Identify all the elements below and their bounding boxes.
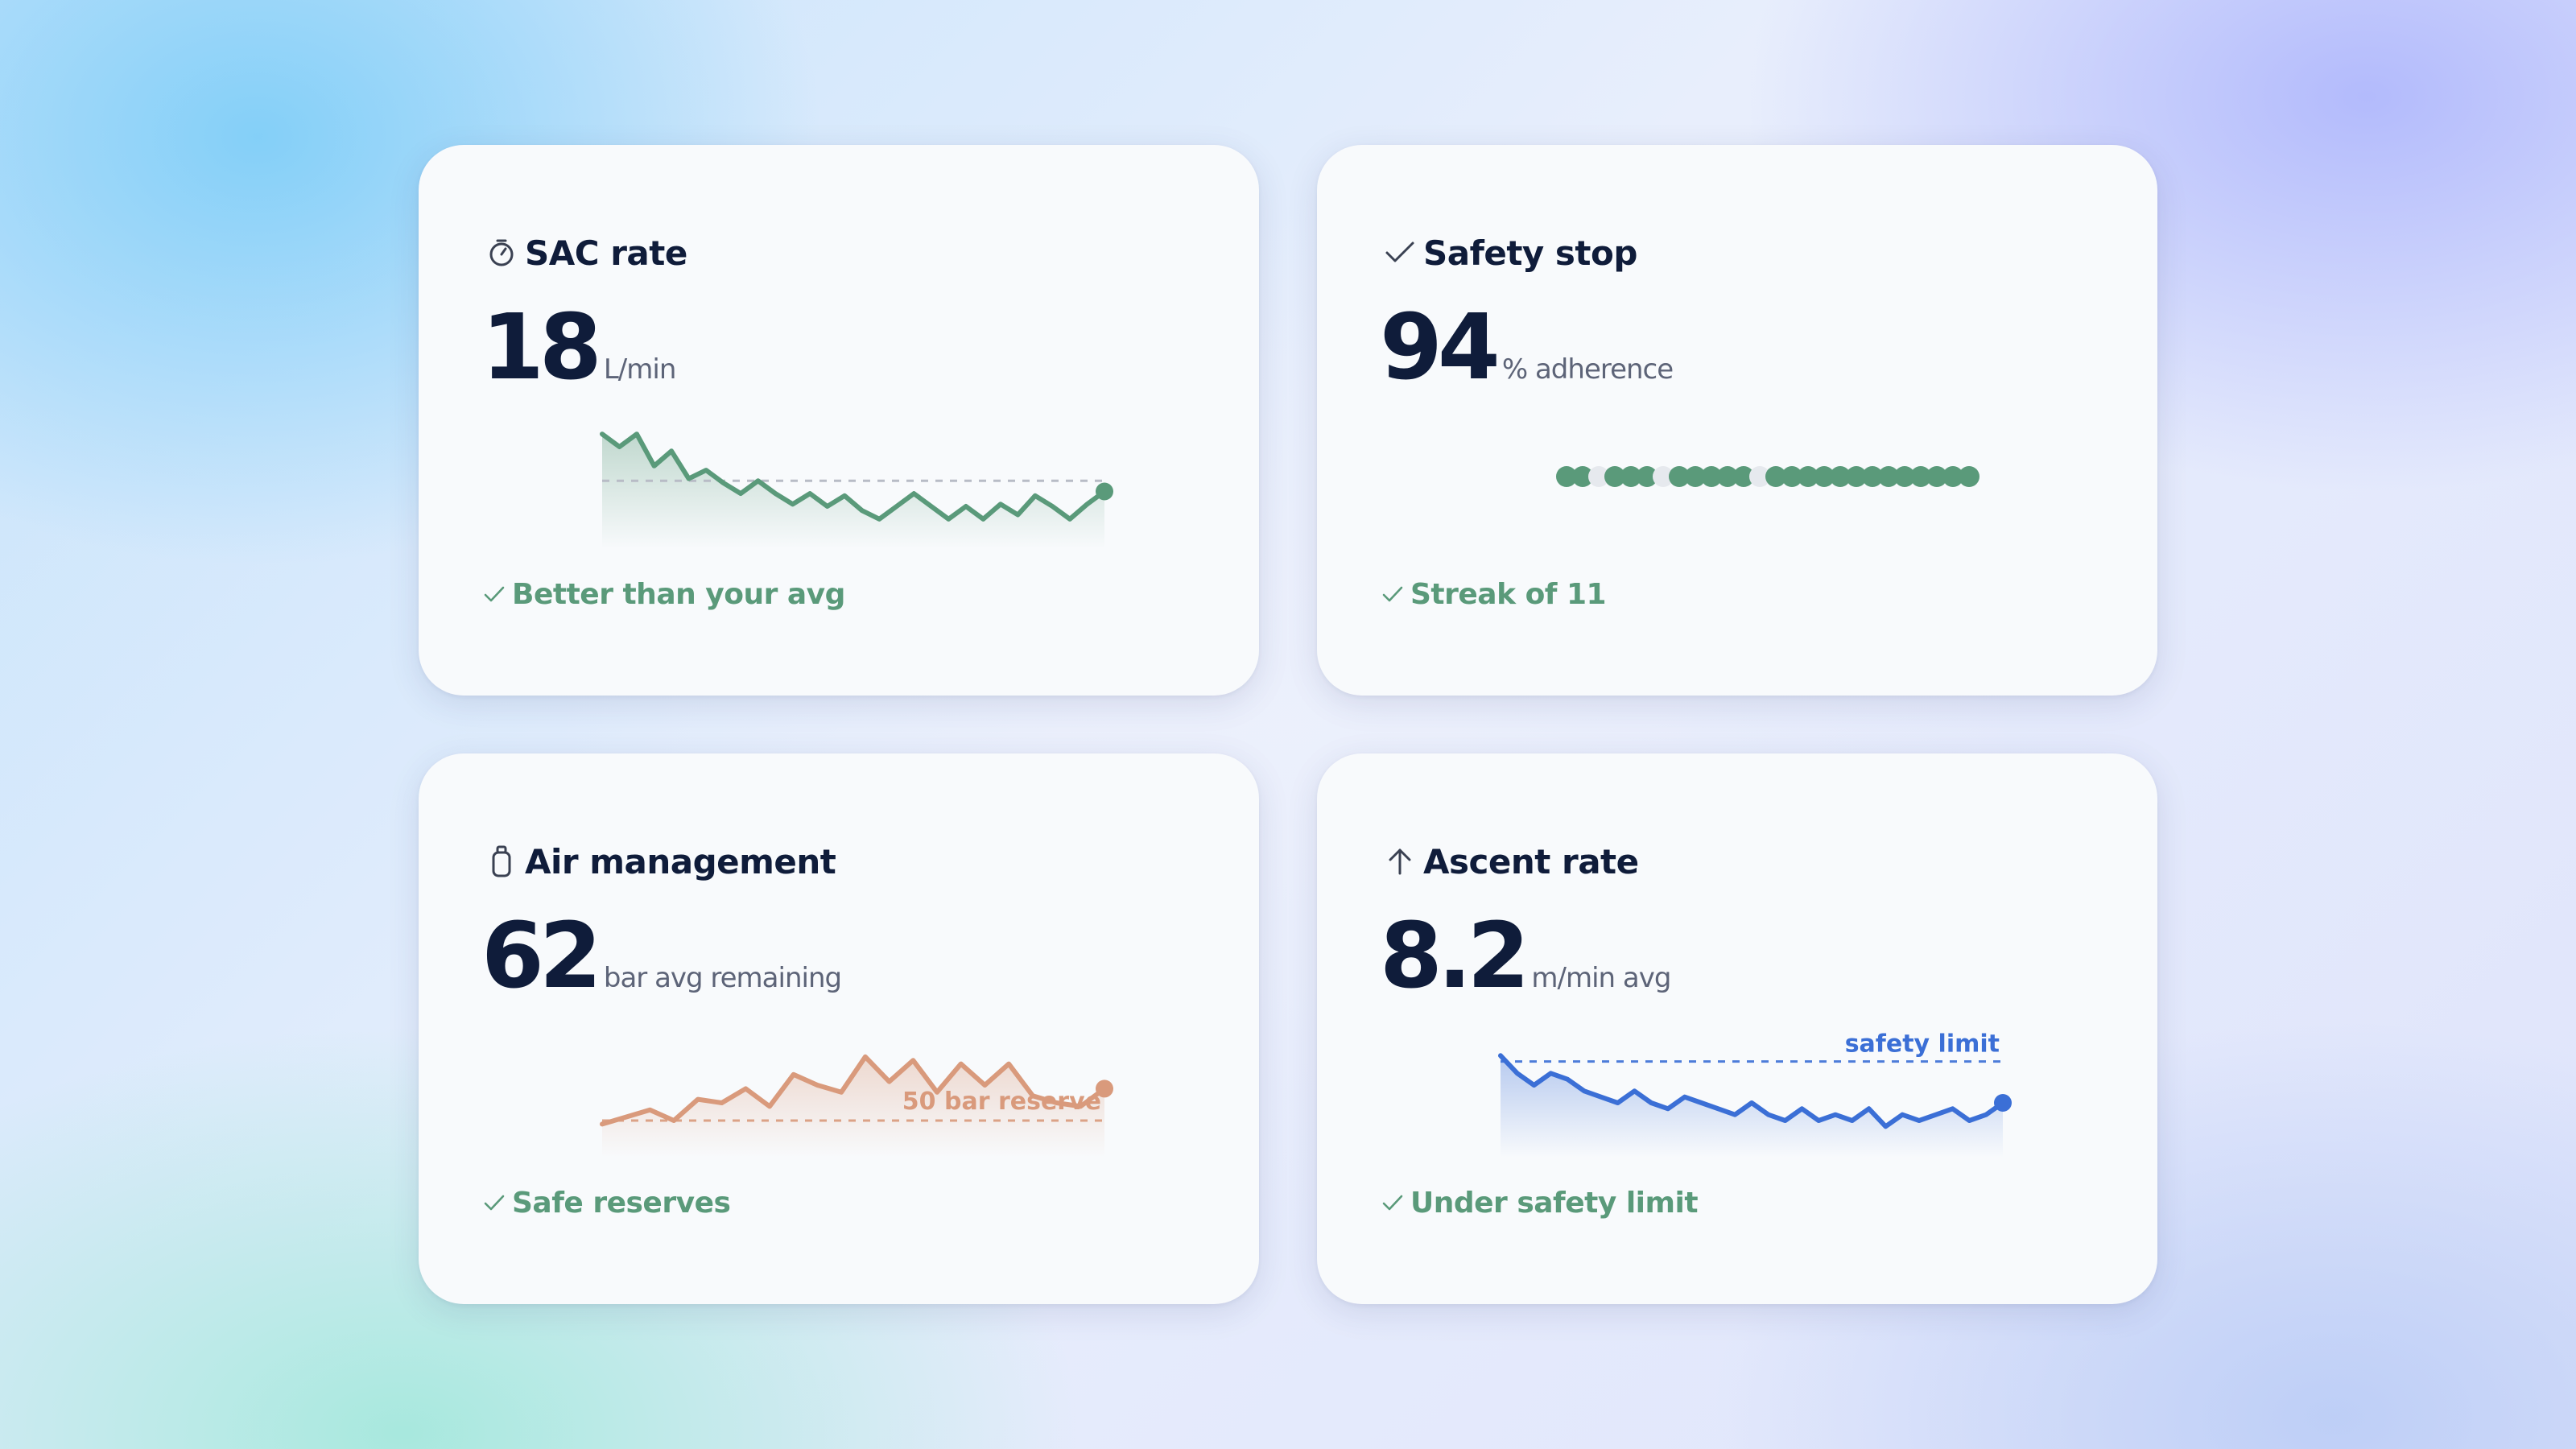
reference-label: safety limit — [1845, 1030, 2000, 1059]
dive-dot-stopped[interactable] — [1717, 466, 1738, 487]
dive-dot-stopped[interactable] — [1910, 466, 1931, 487]
status-text: Better than your avg — [512, 577, 845, 611]
dive-dot-missed[interactable] — [1653, 466, 1674, 487]
dive-dot-stopped[interactable] — [1669, 466, 1690, 487]
reference-label: 50 bar reserve — [902, 1088, 1101, 1116]
arrow-up-icon — [1389, 848, 1411, 875]
sac-rate-card[interactable]: SAC rate 18 L/min Better than your avg — [419, 145, 1259, 696]
dive-dot-missed[interactable] — [1588, 466, 1609, 487]
dive-dot-stopped[interactable] — [1942, 466, 1963, 487]
metric-unit: L/min — [603, 353, 677, 386]
dive-dot-stopped[interactable] — [1556, 466, 1577, 487]
status-text: Safe reserves — [512, 1186, 731, 1220]
area-fill — [1501, 1055, 2003, 1158]
dive-dot-stopped[interactable] — [1959, 466, 1979, 487]
safety-stop-dot-strip — [1556, 466, 1979, 487]
area-fill — [602, 434, 1104, 549]
card-header: SAC rate — [485, 227, 687, 279]
series-line — [1498, 1053, 2005, 1129]
card-header: Air management — [485, 836, 836, 887]
dive-dot-stopped[interactable] — [1637, 466, 1657, 487]
check-icon — [484, 1195, 505, 1211]
metric-value: 62 — [481, 904, 602, 1009]
dive-dot-stopped[interactable] — [1733, 466, 1754, 487]
metric-unit: bar avg remaining — [603, 962, 842, 994]
metric: 62 bar avg remaining — [481, 904, 842, 1009]
dive-dot-stopped[interactable] — [1685, 466, 1706, 487]
metric-value: 18 — [481, 295, 602, 400]
sac-rate-sparkline — [600, 431, 1113, 549]
series-line — [600, 431, 1107, 522]
card-title: Air management — [525, 841, 836, 881]
last-point-dot[interactable] — [1096, 1080, 1113, 1098]
dive-dot-stopped[interactable] — [1572, 466, 1593, 487]
status-text: Under safety limit — [1410, 1186, 1699, 1220]
metric-value: 8.2 — [1380, 904, 1530, 1009]
metric-unit: % adherence — [1501, 353, 1674, 386]
checkmark-icon — [1385, 242, 1414, 262]
metric: 94 % adherence — [1380, 295, 1674, 400]
dive-dot-stopped[interactable] — [1701, 466, 1722, 487]
dive-dot-stopped[interactable] — [1604, 466, 1625, 487]
dive-dot-stopped[interactable] — [1830, 466, 1851, 487]
dive-dot-stopped[interactable] — [1814, 466, 1835, 487]
card-title: Ascent rate — [1423, 841, 1639, 881]
stopwatch-icon — [489, 239, 514, 266]
check-icon — [1382, 1195, 1403, 1211]
dive-dot-stopped[interactable] — [1926, 466, 1947, 487]
card-title: Safety stop — [1423, 233, 1637, 273]
dive-dot-missed[interactable] — [1749, 466, 1770, 487]
card-header: Safety stop — [1383, 227, 1637, 279]
dive-dot-stopped[interactable] — [1620, 466, 1641, 487]
last-point-dot[interactable] — [1994, 1094, 2012, 1112]
dive-dot-stopped[interactable] — [1798, 466, 1818, 487]
card-title: SAC rate — [525, 233, 687, 273]
ascent-rate-sparkline: safety limit — [1498, 1030, 2012, 1158]
air-management-sparkline: 50 bar reserve — [600, 1054, 1113, 1158]
metric-value: 94 — [1380, 295, 1501, 400]
status: Safe reserves — [481, 1180, 731, 1225]
status: Under safety limit — [1380, 1180, 1699, 1225]
air-management-card[interactable]: Air management 62 bar avg remaining 50 b… — [419, 753, 1259, 1304]
dive-dot-stopped[interactable] — [1878, 466, 1899, 487]
dive-dot-stopped[interactable] — [1862, 466, 1883, 487]
check-icon — [1382, 586, 1403, 602]
safety-stop-card[interactable]: Safety stop 94 % adherence Streak of 11 — [1317, 145, 2157, 696]
metric: 18 L/min — [481, 295, 677, 400]
check-icon — [484, 586, 505, 602]
dive-dot-stopped[interactable] — [1846, 466, 1867, 487]
status: Better than your avg — [481, 572, 845, 617]
metric: 8.2 m/min avg — [1380, 904, 1671, 1009]
tank-icon — [492, 845, 511, 877]
metric-unit: m/min avg — [1531, 962, 1671, 994]
card-header: Ascent rate — [1383, 836, 1639, 887]
series-line — [600, 1054, 1107, 1127]
ascent-rate-card[interactable]: Ascent rate 8.2 m/min avg safety limit U… — [1317, 753, 2157, 1304]
status: Streak of 11 — [1380, 572, 1607, 617]
dive-dot-stopped[interactable] — [1781, 466, 1802, 487]
dive-dot-stopped[interactable] — [1765, 466, 1786, 487]
last-point-dot[interactable] — [1096, 482, 1113, 501]
dive-dot-stopped[interactable] — [1894, 466, 1915, 487]
status-text: Streak of 11 — [1410, 577, 1607, 611]
